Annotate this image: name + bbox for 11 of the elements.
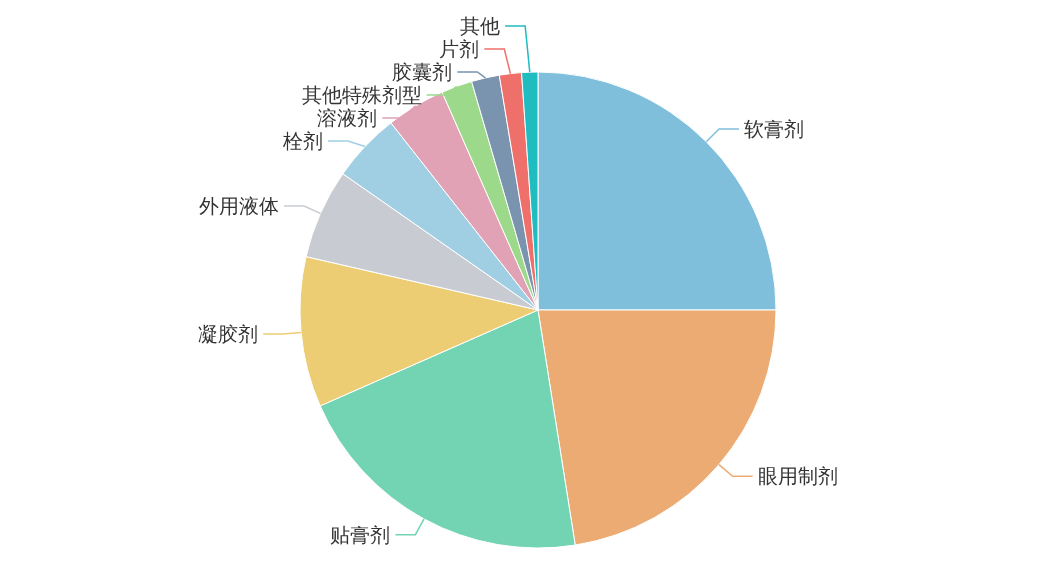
slice-label: 片剂 bbox=[439, 37, 480, 61]
slice-label: 凝胶剂 bbox=[198, 322, 259, 347]
slice-label: 其他 bbox=[460, 14, 501, 38]
slice-label: 软膏剂 bbox=[744, 116, 805, 141]
slice-label: 眼用制剂 bbox=[757, 464, 838, 489]
slice-label: 贴膏剂 bbox=[330, 522, 391, 547]
slice-label: 其他特殊剂型 bbox=[301, 83, 422, 107]
slice-label: 外用液体 bbox=[199, 194, 280, 219]
slice-label: 胶囊剂 bbox=[392, 60, 453, 84]
slice-label: 栓剂 bbox=[281, 129, 323, 153]
slice-label: 溶液剂 bbox=[317, 106, 378, 130]
